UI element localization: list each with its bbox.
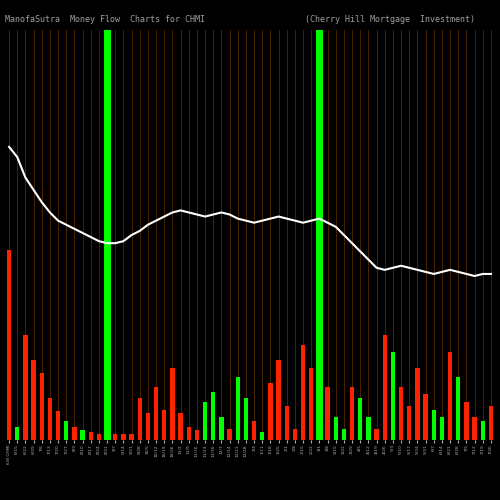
- Bar: [40, 374, 44, 440]
- Bar: [432, 410, 436, 440]
- Bar: [326, 386, 330, 440]
- Bar: [15, 426, 20, 440]
- Bar: [72, 426, 76, 440]
- Bar: [130, 434, 134, 440]
- Bar: [268, 383, 272, 440]
- Bar: [23, 336, 28, 440]
- Bar: [456, 377, 460, 440]
- Bar: [399, 386, 404, 440]
- Bar: [284, 406, 289, 440]
- Bar: [366, 417, 370, 440]
- Bar: [382, 336, 387, 440]
- Bar: [48, 398, 52, 440]
- Bar: [194, 430, 199, 440]
- Bar: [252, 421, 256, 440]
- Bar: [301, 345, 306, 440]
- Bar: [219, 417, 224, 440]
- Bar: [170, 368, 174, 440]
- Bar: [121, 434, 126, 440]
- Bar: [154, 386, 158, 440]
- Bar: [186, 426, 191, 440]
- Bar: [7, 250, 12, 440]
- Bar: [244, 398, 248, 440]
- Bar: [32, 360, 36, 440]
- Bar: [138, 398, 142, 440]
- Bar: [203, 402, 207, 440]
- Bar: [211, 392, 216, 440]
- Bar: [440, 417, 444, 440]
- Bar: [105, 423, 110, 440]
- Bar: [350, 386, 354, 440]
- Bar: [146, 414, 150, 440]
- Bar: [464, 402, 468, 440]
- Bar: [309, 368, 314, 440]
- Bar: [480, 421, 485, 440]
- Bar: [96, 434, 101, 440]
- Bar: [415, 368, 420, 440]
- Bar: [358, 398, 362, 440]
- Bar: [317, 320, 322, 440]
- Bar: [228, 428, 232, 440]
- Bar: [374, 428, 379, 440]
- Bar: [64, 421, 68, 440]
- Bar: [472, 417, 477, 440]
- Bar: [113, 434, 117, 440]
- Bar: [407, 406, 412, 440]
- Bar: [488, 406, 493, 440]
- Bar: [334, 417, 338, 440]
- Bar: [276, 360, 281, 440]
- Bar: [448, 352, 452, 440]
- Bar: [178, 414, 183, 440]
- Bar: [292, 428, 297, 440]
- Bar: [424, 394, 428, 440]
- Bar: [390, 352, 395, 440]
- Bar: [162, 410, 166, 440]
- Bar: [80, 430, 85, 440]
- Text: ManofaSutra  Money Flow  Charts for CHMI                    (Cherry Hill Mortgag: ManofaSutra Money Flow Charts for CHMI (…: [5, 15, 475, 24]
- Bar: [342, 428, 346, 440]
- Bar: [56, 412, 60, 440]
- Bar: [260, 432, 264, 440]
- Bar: [236, 377, 240, 440]
- Bar: [88, 432, 93, 440]
